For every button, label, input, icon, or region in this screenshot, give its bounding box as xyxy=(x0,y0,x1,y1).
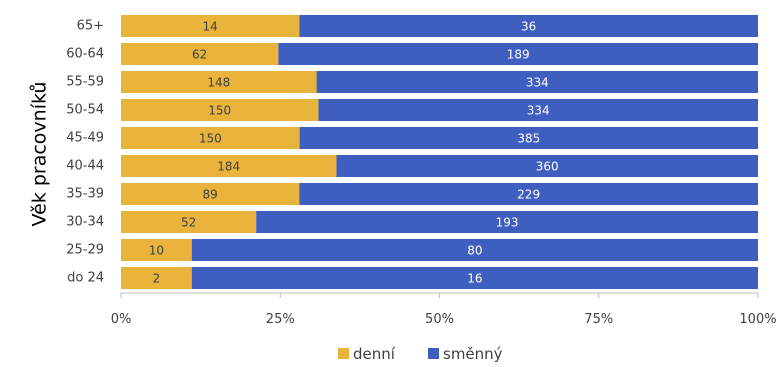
data-label-denni: 184 xyxy=(217,160,240,174)
bar-denni xyxy=(121,99,319,121)
legend: denní směnný xyxy=(338,345,503,363)
bar-smenny xyxy=(336,155,758,177)
bar-denni xyxy=(121,15,300,37)
data-label-denni: 14 xyxy=(203,20,218,34)
bar-smenny xyxy=(278,43,758,65)
x-tick-label: 50% xyxy=(425,312,454,327)
data-label-denni: 52 xyxy=(181,216,196,230)
data-label-denni: 2 xyxy=(153,272,161,286)
bar-smenny xyxy=(191,267,758,289)
legend-swatch xyxy=(338,348,349,359)
data-label-smenny: 189 xyxy=(507,48,530,62)
bar-smenny xyxy=(299,183,758,205)
bars-group: 65+ 14 36 60-64 62 189 55-59 148 334 50-54 150 334 4… xyxy=(66,15,758,289)
data-label-smenny: 360 xyxy=(536,160,559,174)
data-label-denni: 62 xyxy=(192,48,207,62)
data-label-smenny: 16 xyxy=(467,272,482,286)
category-label: 55-59 xyxy=(66,75,104,90)
bar-denni xyxy=(121,239,192,261)
bar-denni xyxy=(121,71,317,93)
bar-smenny xyxy=(299,127,758,149)
legend-swatch xyxy=(428,348,439,359)
bar-denni xyxy=(121,183,300,205)
data-label-smenny: 36 xyxy=(521,20,536,34)
legend-label: směnný xyxy=(443,345,503,363)
x-tick-label: 100% xyxy=(739,312,776,327)
category-label: 35-39 xyxy=(66,187,104,202)
data-label-smenny: 193 xyxy=(496,216,519,230)
legend-label: denní xyxy=(353,345,396,363)
category-label: 40-44 xyxy=(66,159,104,174)
data-label-smenny: 80 xyxy=(467,244,482,258)
y-axis-title: Věk pracovníků xyxy=(29,82,51,227)
category-label: 30-34 xyxy=(66,215,104,230)
bar-denni xyxy=(121,127,300,149)
bar-smenny xyxy=(318,99,758,121)
data-label-denni: 89 xyxy=(202,188,217,202)
bar-denni xyxy=(121,267,192,289)
data-label-denni: 150 xyxy=(208,104,231,118)
data-label-smenny: 334 xyxy=(526,76,549,90)
bar-denni xyxy=(121,211,257,233)
category-label: 65+ xyxy=(77,19,104,34)
category-label: do 24 xyxy=(67,271,104,286)
x-tick-label: 75% xyxy=(584,312,613,327)
bar-smenny xyxy=(191,239,758,261)
category-label: 60-64 xyxy=(66,47,104,62)
x-axis: 0% 25% 50% 75% 100% xyxy=(111,292,777,327)
data-label-denni: 148 xyxy=(207,76,230,90)
category-label: 45-49 xyxy=(66,131,104,146)
bar-denni xyxy=(121,43,279,65)
category-label: 50-54 xyxy=(66,103,104,118)
bar-smenny xyxy=(316,71,758,93)
bar-smenny xyxy=(256,211,758,233)
data-label-smenny: 385 xyxy=(517,132,540,146)
data-label-smenny: 229 xyxy=(517,188,540,202)
data-label-smenny: 334 xyxy=(527,104,550,118)
x-tick-label: 0% xyxy=(111,312,132,327)
bar-smenny xyxy=(299,15,758,37)
bar-denni xyxy=(121,155,337,177)
x-tick-label: 25% xyxy=(266,312,295,327)
category-label: 25-29 xyxy=(66,243,104,258)
data-label-denni: 10 xyxy=(149,244,164,258)
data-label-denni: 150 xyxy=(199,132,222,146)
